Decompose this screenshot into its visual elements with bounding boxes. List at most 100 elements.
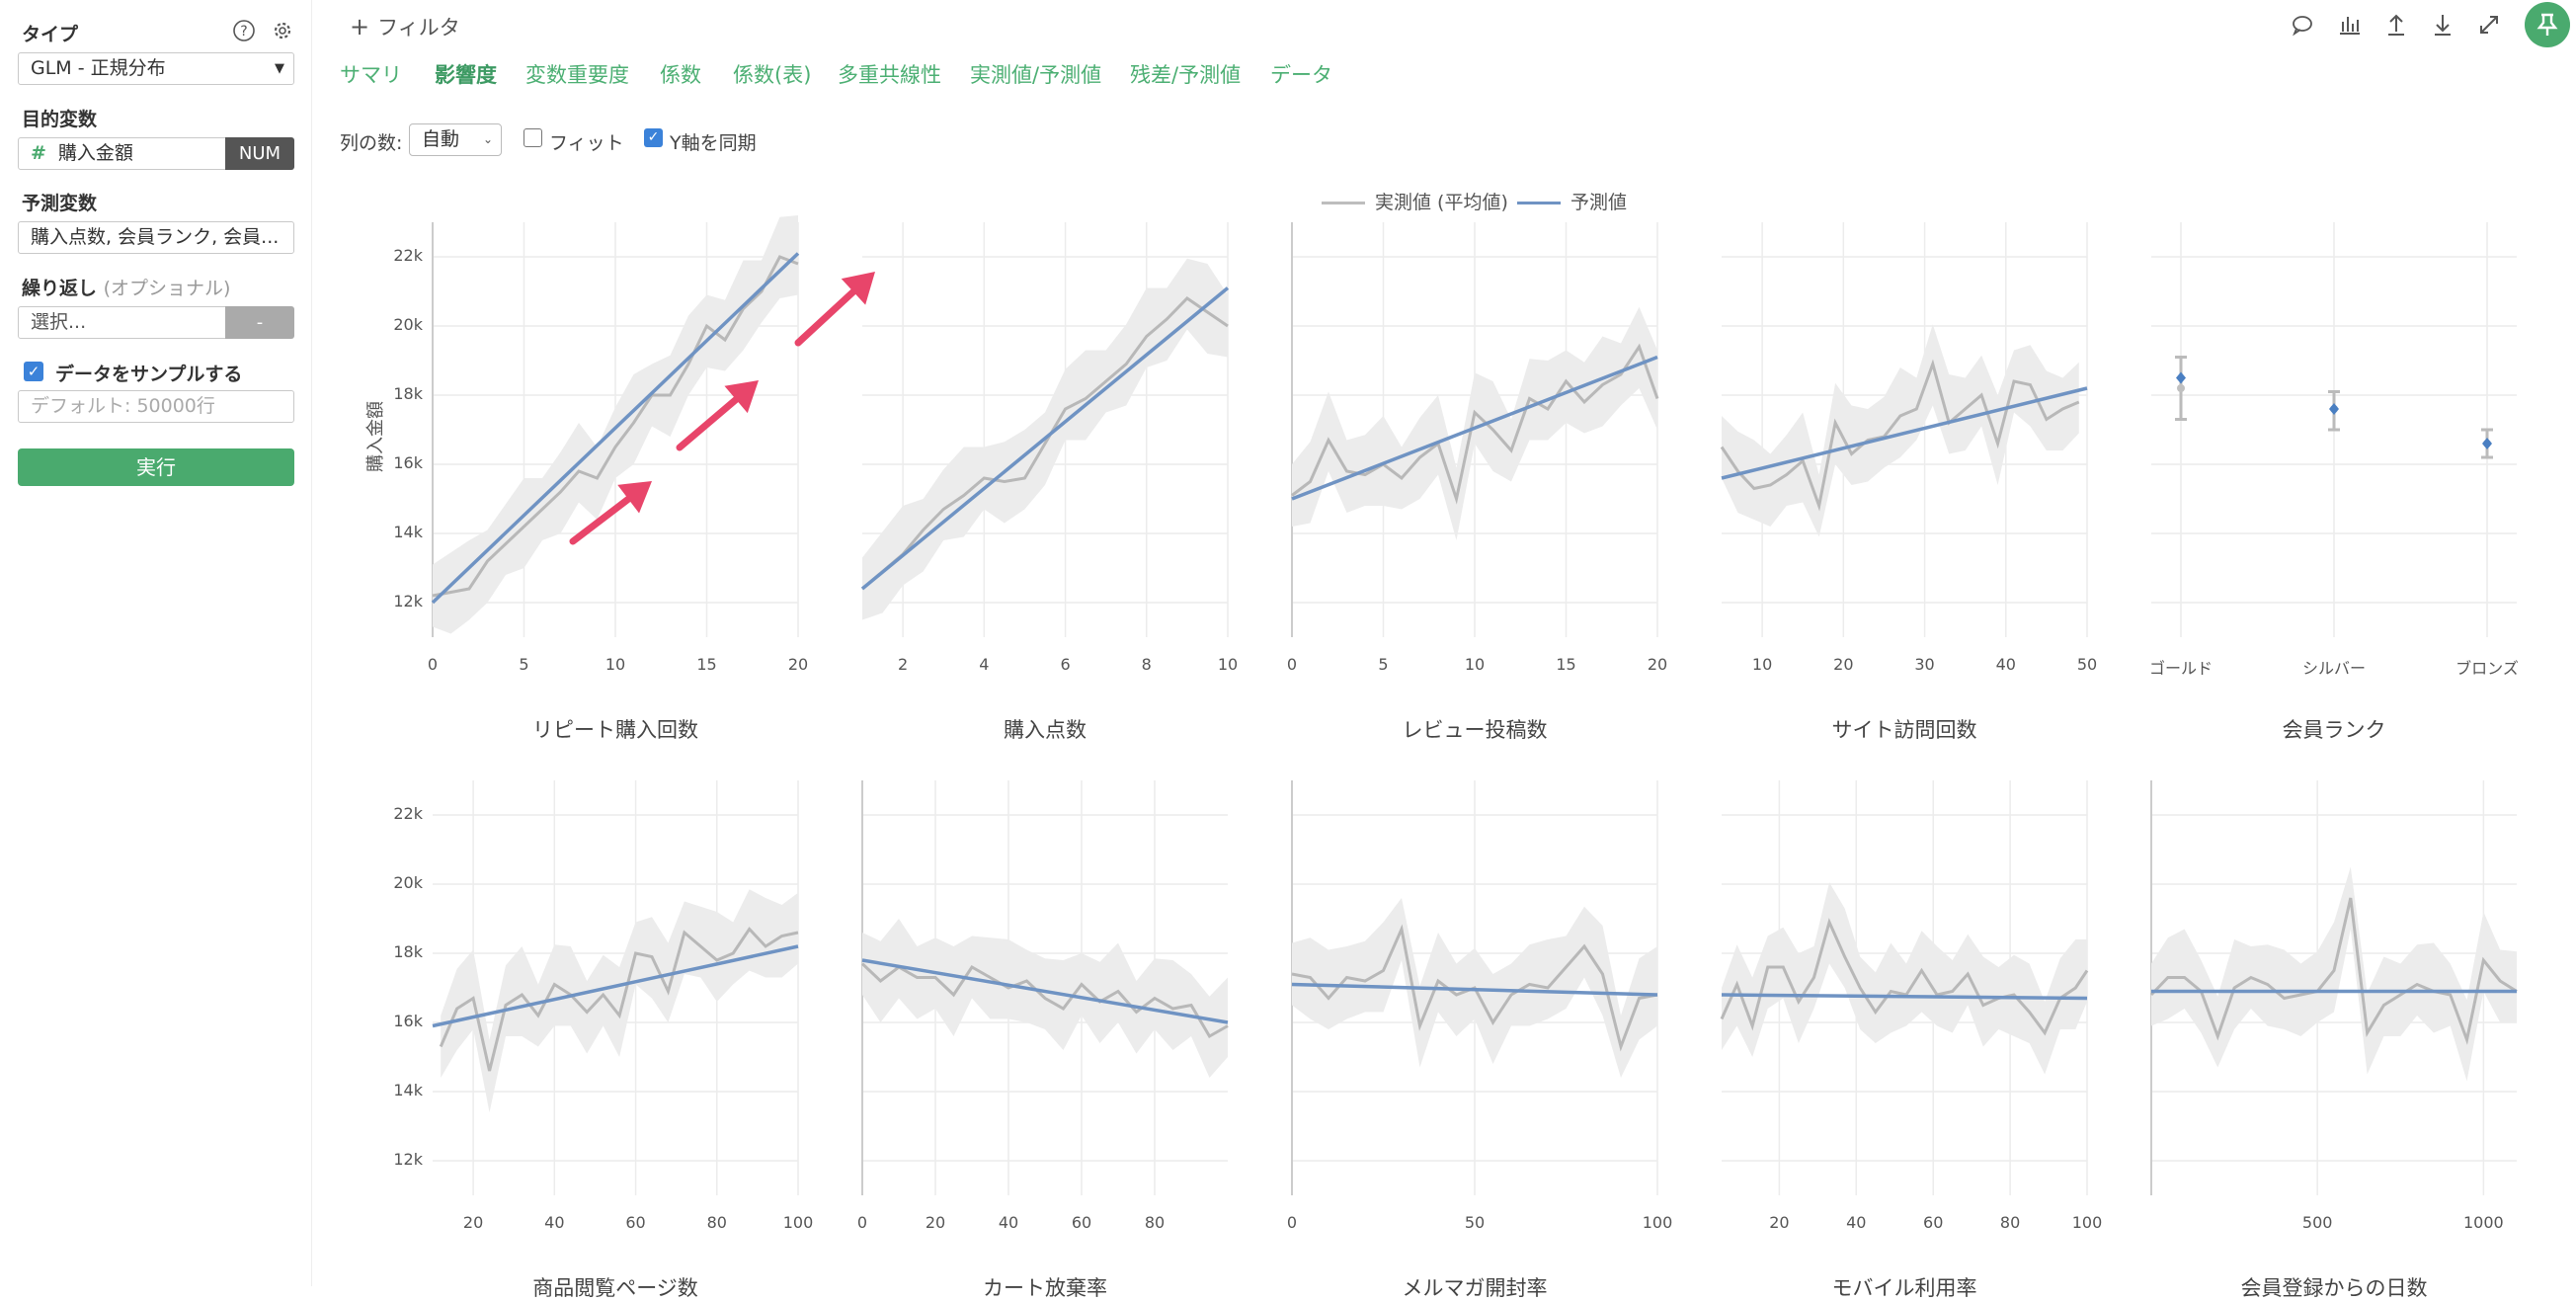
y-tick-label: 16k xyxy=(393,453,423,472)
filter-button[interactable]: + フィルタ xyxy=(350,12,460,41)
gear-icon[interactable] xyxy=(271,19,294,42)
repeat-optional-text: (オプショナル) xyxy=(103,278,231,299)
actual-line xyxy=(2149,897,2518,1045)
comment-icon[interactable] xyxy=(2288,10,2317,40)
x-tick-label: シルバー xyxy=(2301,659,2366,678)
tab-5[interactable]: 多重共線性 xyxy=(838,63,941,87)
expand-icon[interactable] xyxy=(2474,10,2504,40)
repeat-select[interactable]: 選択... xyxy=(18,306,227,339)
y-tick-label: 14k xyxy=(393,523,423,541)
x-tick-label: 20 xyxy=(1769,1213,1790,1232)
plot-6 xyxy=(860,780,1229,1195)
type-select[interactable]: GLM - 正規分布 ▼ xyxy=(18,52,294,85)
plot-title: カート放棄率 xyxy=(983,1276,1107,1300)
plot-2 xyxy=(1291,222,1659,637)
type-select-value: GLM - 正規分布 xyxy=(31,57,166,79)
x-tick-label: ゴールド xyxy=(2148,659,2213,678)
tab-7[interactable]: 残差/予測値 xyxy=(1130,63,1242,87)
plot-title: 会員ランク xyxy=(2282,718,2386,742)
x-tick-label: 10 xyxy=(1751,655,1773,674)
x-tick-label: 60 xyxy=(625,1213,646,1232)
tab-3[interactable]: 係数 xyxy=(660,63,701,87)
x-tick-label: 4 xyxy=(979,655,990,674)
actual-line xyxy=(860,962,1229,1039)
run-button[interactable]: 実行 xyxy=(18,448,294,486)
predicted-point xyxy=(2329,403,2339,415)
sample-checkbox[interactable]: ✓ xyxy=(24,362,43,381)
repeat-label-text: 繰り返し xyxy=(22,278,98,299)
tab-6[interactable]: 実測値/予測値 xyxy=(970,63,1102,87)
main-panel: + フィルタ サマリ 影響度 変数重要度 係数 係数(表) 多重共線性 実測値/予測値 残差/予… xyxy=(312,0,2576,1300)
tab-4[interactable]: 係数(表) xyxy=(733,63,812,87)
fit-label: フィット xyxy=(549,132,624,154)
filter-label: フィルタ xyxy=(377,16,460,40)
sidebar: タイプ ? GLM - 正規分布 ▼ 目的変数 # 購入金額 NUM 予測変数 購… xyxy=(0,0,312,1286)
y-tick-label: 20k xyxy=(393,873,423,892)
predicted-line xyxy=(1721,386,2088,480)
bar-chart-icon[interactable] xyxy=(2335,10,2365,40)
repeat-button[interactable]: - xyxy=(225,306,294,339)
x-tick-label: 500 xyxy=(2301,1213,2333,1232)
help-icon[interactable]: ? xyxy=(232,19,256,42)
predicted-line xyxy=(1291,982,1658,997)
x-tick-label: 60 xyxy=(1071,1213,1092,1232)
x-tick-label: 80 xyxy=(1144,1213,1166,1232)
x-tick-label: 2 xyxy=(898,655,909,674)
predicted-line xyxy=(1721,993,2088,1001)
target-field[interactable]: # 購入金額 xyxy=(18,137,227,170)
x-tick-label: 20 xyxy=(1833,655,1854,674)
x-tick-label: 1000 xyxy=(2463,1213,2504,1232)
predictor-field[interactable]: 購入点数, 会員ランク, 会員... xyxy=(18,221,294,254)
fit-checkbox[interactable] xyxy=(523,128,542,147)
sync-y-label: Y軸を同期 xyxy=(670,132,757,154)
tab-1[interactable]: 影響度 xyxy=(435,63,497,87)
target-field-value: 購入金額 xyxy=(57,142,133,164)
x-tick-label: 30 xyxy=(1914,655,1935,674)
x-tick-label: 0 xyxy=(1286,1213,1298,1232)
predictor-label: 予測変数 xyxy=(22,193,98,214)
columns-select[interactable]: 自動 ⌄ xyxy=(409,123,502,156)
predicted-line xyxy=(860,286,1230,591)
tab-2[interactable]: 変数重要度 xyxy=(525,63,629,87)
plot-title: レビュー投稿数 xyxy=(1402,718,1548,742)
x-tick-label: 40 xyxy=(544,1213,565,1232)
caret-down-icon: ▼ xyxy=(275,61,284,76)
sync-y-checkbox[interactable]: ✓ xyxy=(644,128,663,147)
x-tick-label: 5 xyxy=(519,655,529,674)
plot-title: モバイル利用率 xyxy=(1831,1276,1977,1300)
plot-5 xyxy=(432,780,799,1195)
x-tick-label: 15 xyxy=(696,655,717,674)
y-tick-label: 14k xyxy=(393,1081,423,1099)
x-tick-label: 100 xyxy=(782,1213,814,1232)
actual-line xyxy=(1291,343,1659,505)
actual-line xyxy=(1720,918,2089,1036)
y-tick-label: 12k xyxy=(393,1150,423,1169)
download-icon[interactable] xyxy=(2428,10,2457,40)
legend-actual-swatch xyxy=(1322,202,1365,204)
tab-8[interactable]: データ xyxy=(1270,63,1332,87)
plot-4 xyxy=(2151,222,2517,637)
x-tick-label: 60 xyxy=(1923,1213,1944,1232)
tab-0[interactable]: サマリ xyxy=(340,63,402,87)
x-tick-label: 80 xyxy=(706,1213,727,1232)
legend-predicted: 予測値 xyxy=(1517,188,1627,214)
x-tick-label: 20 xyxy=(462,1213,484,1232)
actual-line xyxy=(432,255,799,598)
actual-line xyxy=(439,927,799,1072)
x-tick-label: 100 xyxy=(2071,1213,2103,1232)
confidence-band xyxy=(433,215,798,634)
confidence-band xyxy=(1292,306,1657,540)
plot-title: メルマガ開封率 xyxy=(1402,1276,1548,1300)
plot-title: 会員登録からの日数 xyxy=(2240,1276,2428,1300)
legend-predicted-label: 予測値 xyxy=(1570,192,1628,213)
legend-actual-label: 実測値 (平均値) xyxy=(1375,192,1508,213)
plot-3 xyxy=(1720,222,2088,637)
pin-icon[interactable] xyxy=(2525,2,2570,47)
x-tick-label: 50 xyxy=(2076,655,2098,674)
sample-input[interactable]: デフォルト: 50000行 xyxy=(18,390,294,423)
upload-icon[interactable] xyxy=(2381,10,2411,40)
x-tick-label: 8 xyxy=(1141,655,1152,674)
plot-9 xyxy=(2149,780,2518,1195)
plot-0 xyxy=(431,215,800,637)
x-tick-label: ブロンズ xyxy=(2455,659,2519,678)
